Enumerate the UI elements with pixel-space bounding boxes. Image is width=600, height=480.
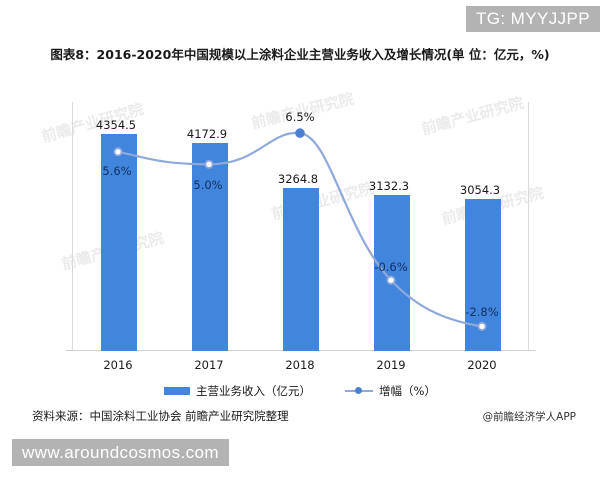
- bar-value-label-2020: 3054.3: [459, 183, 501, 197]
- line-marker-2020[interactable]: [477, 321, 487, 331]
- bar-2019[interactable]: [374, 195, 410, 351]
- growth-label-2020: -2.8%: [465, 305, 499, 319]
- bar-2018[interactable]: [283, 188, 319, 351]
- legend-item-growth[interactable]: 增幅（%）: [345, 383, 436, 399]
- line-marker-2016[interactable]: [113, 147, 123, 157]
- bar-value-label-2019: 3132.3: [368, 179, 410, 193]
- x-axis-tick-2016: 2016: [103, 358, 133, 372]
- plot-frame: 5000 4500 4000 3500 3000 2500 2000 1500 …: [72, 102, 529, 351]
- x-axis-tick-2020: 2020: [467, 358, 497, 372]
- bar-value-label-2018: 3264.8: [277, 172, 319, 186]
- legend-label-revenue: 主营业务收入（亿元）: [196, 384, 312, 398]
- attribution-note: @前瞻经济学人APP: [482, 411, 576, 423]
- legend-label-growth: 增幅（%）: [379, 384, 436, 398]
- telegram-watermark-text: TG: MYYJJPP: [476, 9, 590, 28]
- growth-label-2017: 5.0%: [193, 178, 223, 192]
- site-watermark-text: www.aroundcosmos.com: [22, 442, 219, 462]
- bar-swatch-icon: [164, 387, 191, 395]
- line-marker-2017[interactable]: [204, 159, 214, 169]
- growth-label-2016: 5.6%: [102, 164, 132, 178]
- x-axis-tick-2018: 2018: [285, 358, 315, 372]
- growth-label-2019: -0.6%: [374, 260, 408, 274]
- bar-2017[interactable]: [192, 143, 228, 351]
- x-axis-tick-2019: 2019: [376, 358, 406, 372]
- legend-item-revenue[interactable]: 主营业务收入（亿元）: [164, 383, 311, 399]
- source-note: 资料来源：中国涂料工业协会 前瞻产业研究院整理: [32, 409, 289, 423]
- site-watermark-band: www.aroundcosmos.com: [12, 439, 229, 466]
- line-marker-2018[interactable]: [295, 128, 305, 138]
- line-marker-2019[interactable]: [386, 275, 396, 285]
- telegram-watermark-band: TG: MYYJJPP: [466, 6, 600, 32]
- chart-legend: 主营业务收入（亿元） 增幅（%）: [0, 383, 600, 399]
- chart-area: 5000 4500 4000 3500 3000 2500 2000 1500 …: [0, 92, 600, 372]
- chart-title: 图表8：2016-2020年中国规模以上涂料企业主营业务收入及增长情况(单 位：…: [50, 47, 550, 62]
- bar-value-label-2016: 4354.5: [95, 118, 137, 132]
- bar-value-label-2017: 4172.9: [186, 127, 228, 141]
- bar-2016[interactable]: [101, 134, 137, 351]
- line-path: [116, 131, 484, 328]
- line-swatch-icon: [345, 387, 374, 395]
- growth-label-2018: 6.5%: [285, 110, 315, 124]
- x-axis-tick-2017: 2017: [194, 358, 224, 372]
- growth-rate-line-series: [113, 128, 487, 331]
